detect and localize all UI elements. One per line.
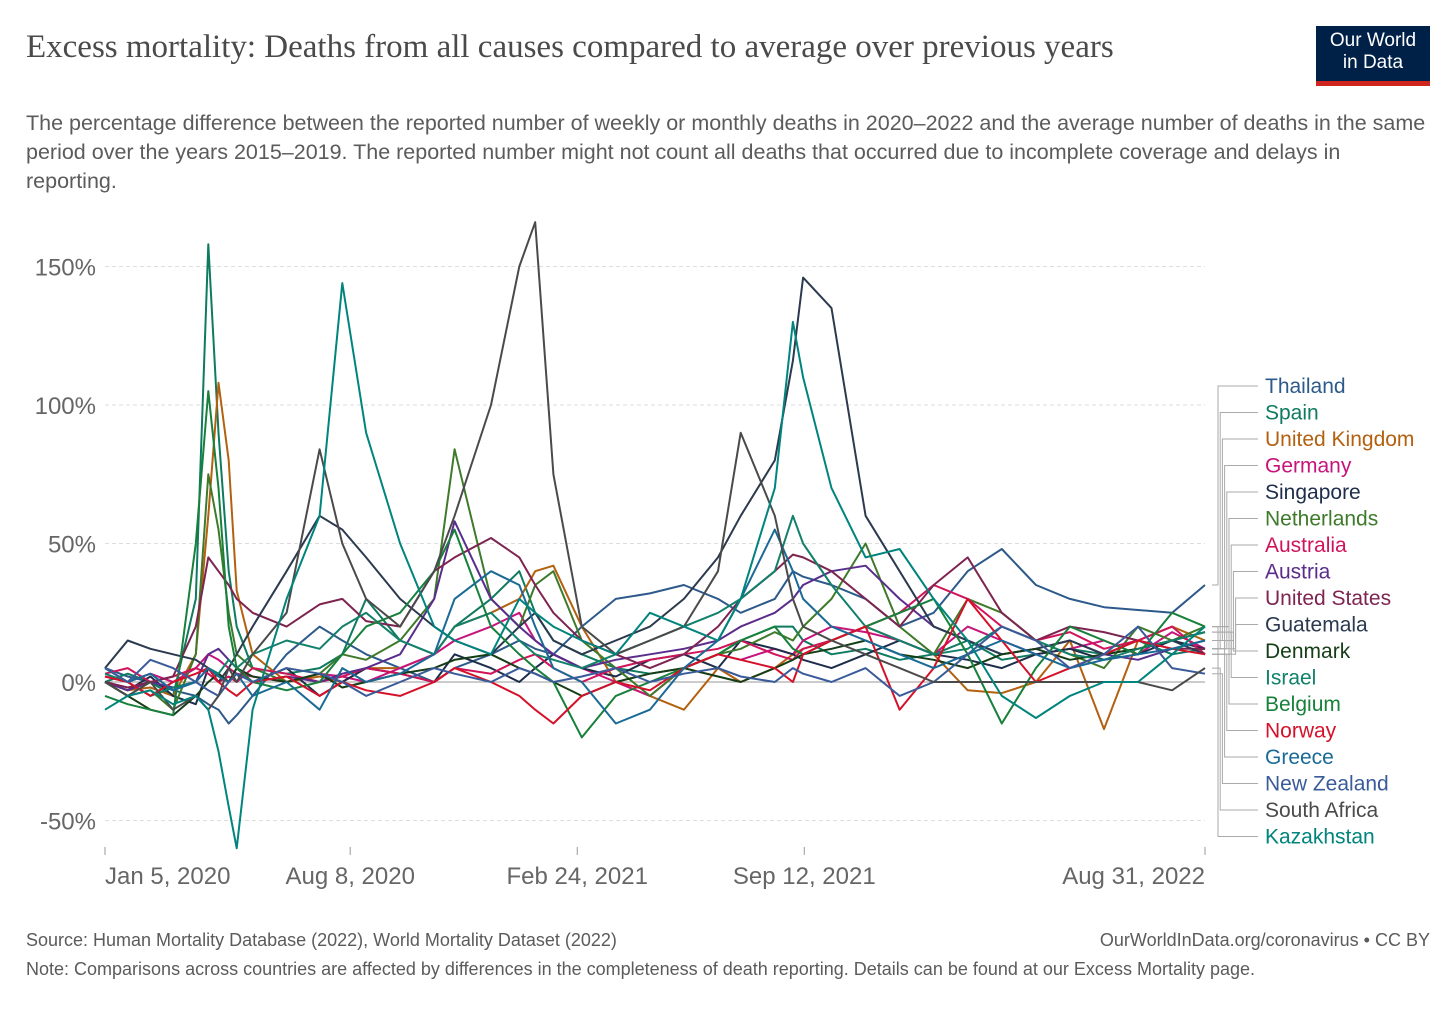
legend-label-germany: Germany — [1265, 455, 1352, 478]
x-tick-label: Aug 31, 2022 — [1062, 863, 1205, 890]
series-line-norway — [104, 597, 1206, 725]
chart-title: Excess mortality: Deaths from all causes… — [26, 29, 1114, 65]
legend-label-israel: Israel — [1265, 667, 1316, 690]
owid-logo[interactable]: Our World in Data — [1316, 26, 1430, 86]
series-line-kazakhstan — [104, 282, 1206, 850]
y-tick-label: -50% — [40, 809, 96, 836]
x-tick-label: Sep 12, 2021 — [733, 863, 876, 890]
credit-link[interactable]: OurWorldInData.org/coronavirus • CC BY — [1099, 930, 1430, 950]
x-tick-label: Aug 8, 2020 — [285, 863, 414, 890]
legend-label-singapore: Singapore — [1265, 481, 1361, 504]
legend-label-thailand: Thailand — [1265, 375, 1346, 398]
legend-label-united-states: United States — [1265, 587, 1391, 610]
logo-line-1: Our World — [1329, 30, 1417, 51]
series-line-israel — [104, 514, 1206, 697]
legend-connector — [1212, 626, 1258, 705]
source-text: Source: Human Mortality Database (2022),… — [26, 930, 617, 950]
legend-connector — [1212, 571, 1258, 641]
legend-connector — [1212, 639, 1258, 758]
legend-connector — [1212, 626, 1258, 837]
legend-label-south-africa: South Africa — [1265, 799, 1379, 822]
y-tick-label: 50% — [48, 532, 96, 559]
legend-connector — [1212, 465, 1258, 650]
logo-red-bar — [1316, 81, 1430, 86]
series-line-united-kingdom — [104, 381, 1206, 731]
x-tick-label: Feb 24, 2021 — [507, 863, 648, 890]
legend-label-austria: Austria — [1265, 561, 1331, 584]
series-line-austria — [104, 520, 1206, 692]
x-tick-label: Jan 5, 2020 — [105, 863, 230, 890]
series-line-greece — [104, 528, 1206, 725]
legend-connector — [1212, 412, 1258, 650]
chart-subtitle: The percentage difference between the re… — [26, 111, 1426, 193]
legend-label-netherlands: Netherlands — [1265, 508, 1378, 531]
legend-connector — [1212, 667, 1258, 811]
series-line-spain — [104, 243, 1206, 697]
y-tick-label: 100% — [35, 393, 96, 420]
legend-label-norway: Norway — [1265, 720, 1337, 743]
legend-connector — [1212, 624, 1258, 655]
series-line-united-states — [104, 537, 1205, 689]
logo-line-2: in Data — [1342, 52, 1404, 73]
legend-connector — [1212, 385, 1258, 586]
legend-label-belgium: Belgium — [1265, 693, 1341, 716]
legend-label-denmark: Denmark — [1265, 640, 1351, 663]
legend-connector — [1212, 673, 1258, 784]
legend-connector — [1212, 438, 1258, 641]
legend-label-greece: Greece — [1265, 746, 1334, 769]
legend-connector — [1212, 518, 1258, 628]
legend-connector — [1212, 597, 1258, 650]
series-line-guatemala — [104, 276, 1206, 683]
y-tick-label: 150% — [35, 255, 96, 282]
legend-label-guatemala: Guatemala — [1265, 614, 1368, 637]
legend-connector — [1212, 544, 1258, 655]
legend-connector — [1212, 653, 1258, 731]
legend-label-united-kingdom: United Kingdom — [1265, 428, 1414, 451]
series-line-south-africa — [104, 221, 1206, 711]
legend-connector — [1212, 631, 1258, 678]
note-text: Note: Comparisons across countries are a… — [26, 959, 1256, 979]
legend-label-australia: Australia — [1265, 534, 1347, 557]
legend-connector — [1212, 491, 1258, 650]
legend-label-spain: Spain — [1265, 402, 1319, 425]
series-line-belgium — [104, 390, 1206, 739]
legend-label-new-zealand: New Zealand — [1265, 773, 1389, 796]
legend-label-kazakhstan: Kazakhstan — [1265, 826, 1375, 849]
legend-connector — [1212, 631, 1258, 652]
y-tick-label: 0% — [61, 670, 96, 697]
